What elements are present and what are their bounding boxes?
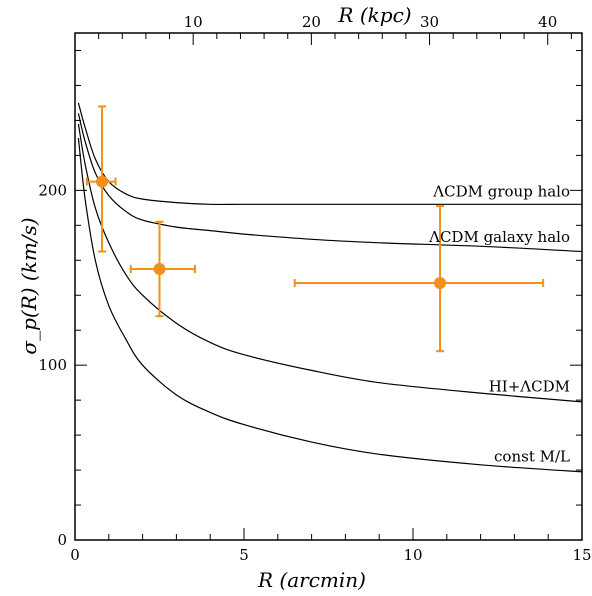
- series-line: [77, 102, 582, 206]
- series-label: ΛCDM group halo: [432, 182, 570, 200]
- x-tick-label: 5: [239, 546, 249, 564]
- top-tick-label: 10: [184, 13, 203, 31]
- series-line: [77, 113, 583, 253]
- y-tick-label: 200: [38, 181, 67, 199]
- labels-layer: 0 5 10 15 0 100 200 10 20 30 40 ΛCDM group halo ΛCDM…: [38, 13, 591, 564]
- series-label: ΛCDM galaxy halo: [428, 228, 570, 246]
- series-line: [77, 137, 583, 473]
- y-tick-label: 100: [38, 356, 67, 374]
- series-line: [77, 123, 583, 403]
- x-axis-label: R (arcmin): [257, 568, 366, 592]
- y-tick-label: 0: [57, 531, 67, 549]
- plot-frame: [74, 32, 583, 541]
- x-tick-label: 15: [572, 546, 591, 564]
- top-tick-label: 20: [302, 13, 321, 31]
- series-label: HI+ΛCDM: [489, 377, 570, 395]
- top-tick-label: 40: [538, 13, 557, 31]
- series-label: const M/L: [494, 448, 570, 466]
- x-tick-label: 0: [70, 546, 80, 564]
- curves-layer: [77, 102, 583, 473]
- y-axis-label: σ_p(R) (km/s): [17, 217, 41, 354]
- points-layer: [85, 105, 545, 353]
- data-point: [96, 175, 109, 188]
- top-tick-label: 30: [420, 13, 439, 31]
- data-point: [434, 277, 447, 290]
- data-point: [153, 263, 166, 276]
- x-tick-label: 10: [403, 546, 422, 564]
- top-axis-label: R (kpc): [337, 3, 411, 27]
